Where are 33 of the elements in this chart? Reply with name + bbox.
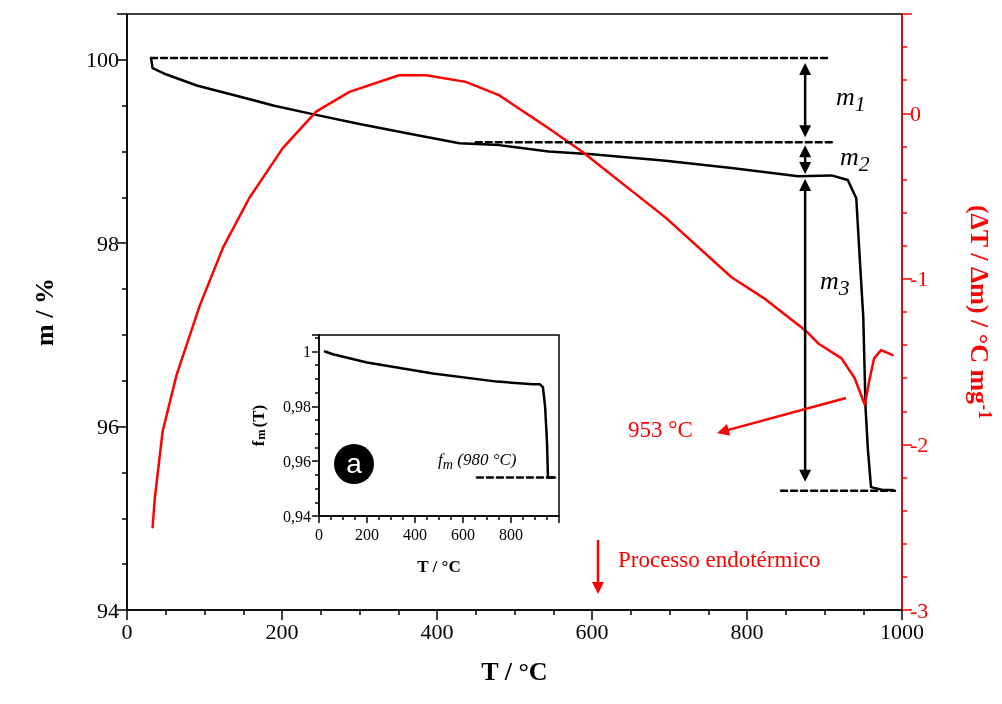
annotation: m$_{3}$ xyxy=(820,266,850,301)
y2-tick-label: -1 xyxy=(910,266,929,292)
y-tick-label: 96 xyxy=(97,414,119,440)
annotation: Processo endotérmico xyxy=(618,547,821,572)
x-tick-label: 600 xyxy=(575,618,609,644)
x-tick-label: 200 xyxy=(265,618,299,644)
y-axis-title: fm(T) xyxy=(249,404,268,447)
y-tick-label: 0,98 xyxy=(283,397,311,415)
annotation: a xyxy=(334,444,374,484)
x-axis-title: T / °C xyxy=(481,656,548,686)
x-tick-label: 0 xyxy=(315,525,323,543)
x-tick-label: 800 xyxy=(499,525,523,543)
y-tick-label: 1 xyxy=(303,342,311,360)
x-tick-label: 0 xyxy=(121,618,133,644)
x-tick-label: 400 xyxy=(420,618,454,644)
annotation: m$_{1}$ xyxy=(836,82,866,117)
y2-axis-title: (ΔT / Δm) / °C mg-1 xyxy=(964,204,995,420)
y2-tick-label: -2 xyxy=(910,431,929,457)
y2-tick-label: 0 xyxy=(910,100,921,126)
y-tick-label: 0,94 xyxy=(283,507,311,525)
x-axis-title: T / °C xyxy=(417,557,461,576)
y-tick-label: 94 xyxy=(97,597,119,623)
x-tick-label: 600 xyxy=(451,525,475,543)
x-tick-label: 200 xyxy=(355,525,379,543)
y-axis-title: m / % xyxy=(29,278,59,346)
x-tick-label: 400 xyxy=(403,525,427,543)
y-tick-label: 0,96 xyxy=(283,452,311,470)
x-tick-label: 800 xyxy=(730,618,764,644)
y-tick-label: 100 xyxy=(86,47,119,73)
y-tick-label: 98 xyxy=(97,230,119,256)
annotation: 953 °C xyxy=(628,417,693,442)
annotation: m$_{2}$ xyxy=(840,142,870,177)
annotation: f$_{m}$ (980 °C) xyxy=(438,450,517,473)
